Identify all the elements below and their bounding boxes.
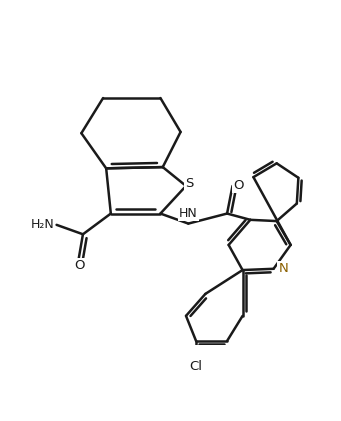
- Text: N: N: [278, 262, 288, 275]
- Text: H₂N: H₂N: [31, 218, 55, 232]
- Text: O: O: [233, 179, 243, 192]
- Text: O: O: [74, 259, 85, 272]
- Text: HN: HN: [179, 208, 198, 221]
- Text: S: S: [185, 177, 193, 190]
- Text: Cl: Cl: [190, 360, 203, 373]
